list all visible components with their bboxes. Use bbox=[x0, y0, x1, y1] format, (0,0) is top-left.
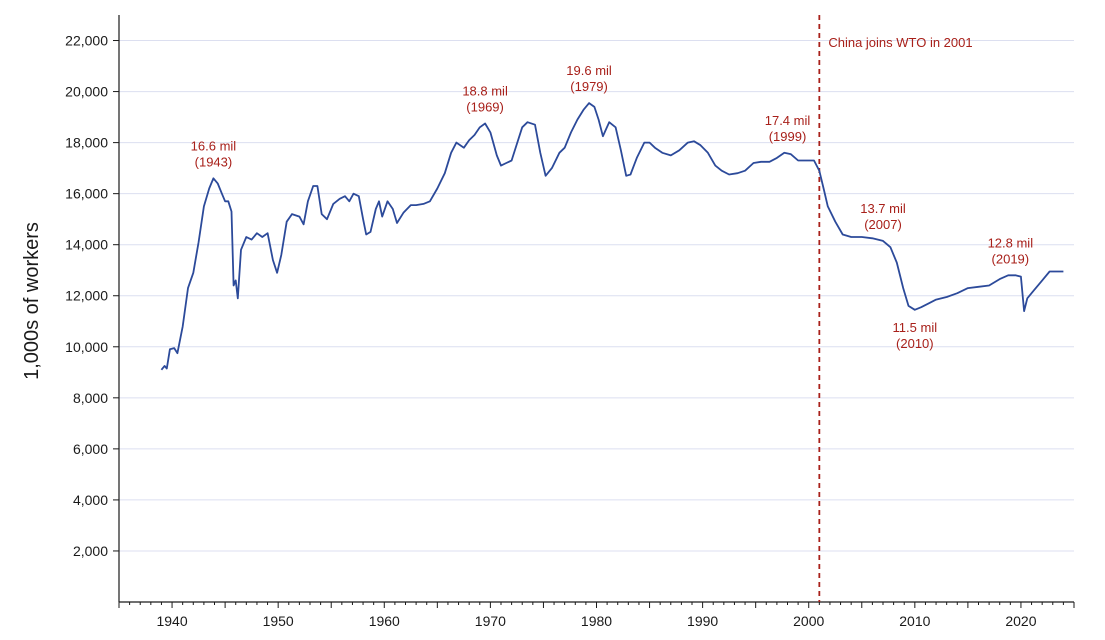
wto-reference-line: China joins WTO in 2001 bbox=[818, 15, 973, 602]
y-tick-label: 2,000 bbox=[73, 543, 108, 559]
x-tick-label: 1960 bbox=[369, 613, 400, 629]
y-tick-label: 22,000 bbox=[65, 33, 108, 49]
annotation-year: (1979) bbox=[570, 79, 608, 94]
y-tick-label: 10,000 bbox=[65, 339, 108, 355]
x-tick-label: 1950 bbox=[263, 613, 294, 629]
annotation-value: 17.4 mil bbox=[765, 113, 811, 128]
data-annotation: 18.8 mil(1969) bbox=[462, 83, 508, 114]
series-employment bbox=[160, 102, 1064, 371]
y-tick-label: 4,000 bbox=[73, 492, 108, 508]
y-tick-label: 16,000 bbox=[65, 186, 108, 202]
data-annotation: 13.7 mil(2007) bbox=[860, 201, 906, 232]
x-tick-label: 1990 bbox=[687, 613, 718, 629]
x-tick-label: 1940 bbox=[156, 613, 187, 629]
annotation-year: (1969) bbox=[466, 99, 504, 114]
y-tick-label: 14,000 bbox=[65, 237, 108, 253]
data-annotation: 19.6 mil(1979) bbox=[566, 63, 612, 94]
annotation-value: 19.6 mil bbox=[566, 63, 612, 78]
annotation-value: 11.5 mil bbox=[893, 320, 938, 335]
data-annotation: 17.4 mil(1999) bbox=[765, 113, 811, 144]
y-tick-label: 20,000 bbox=[65, 84, 108, 100]
y-axis-label: 1,000s of workers bbox=[21, 222, 43, 380]
y-tick-label: 18,000 bbox=[65, 135, 108, 151]
y-tick-label: 8,000 bbox=[73, 390, 108, 406]
data-annotation: 16.6 mil(1943) bbox=[191, 138, 237, 169]
y-tick-label: 6,000 bbox=[73, 441, 108, 457]
annotation-year: (2019) bbox=[992, 251, 1030, 266]
x-tick-label: 1970 bbox=[475, 613, 506, 629]
data-annotation: 11.5 mil(2010) bbox=[893, 320, 938, 351]
annotation-value: 13.7 mil bbox=[860, 201, 906, 216]
annotation-value: 18.8 mil bbox=[462, 83, 508, 98]
annotation-year: (1999) bbox=[769, 129, 807, 144]
annotation-value: 16.6 mil bbox=[191, 138, 237, 153]
x-tick-label: 2000 bbox=[793, 613, 824, 629]
wto-label: China joins WTO in 2001 bbox=[828, 35, 972, 50]
annotation-value: 12.8 mil bbox=[988, 235, 1034, 250]
annotations: 16.6 mil(1943) 18.8 mil(1969) 19.6 mil(197… bbox=[191, 63, 1034, 351]
data-annotation: 12.8 mil(2019) bbox=[988, 235, 1034, 266]
y-tick-label: 12,000 bbox=[65, 288, 108, 304]
x-tick-label: 2020 bbox=[1005, 613, 1036, 629]
annotation-year: (2010) bbox=[896, 336, 934, 351]
x-tick-label: 1980 bbox=[581, 613, 612, 629]
gridlines bbox=[119, 40, 1074, 552]
axes: 2,000 4,000 6,000 8,000 10,000 12,000 14,000 16… bbox=[65, 15, 1075, 629]
annotation-year: (2007) bbox=[864, 217, 902, 232]
x-tick-label: 2010 bbox=[899, 613, 930, 629]
annotation-year: (1943) bbox=[195, 154, 233, 169]
series-line bbox=[160, 102, 1064, 371]
